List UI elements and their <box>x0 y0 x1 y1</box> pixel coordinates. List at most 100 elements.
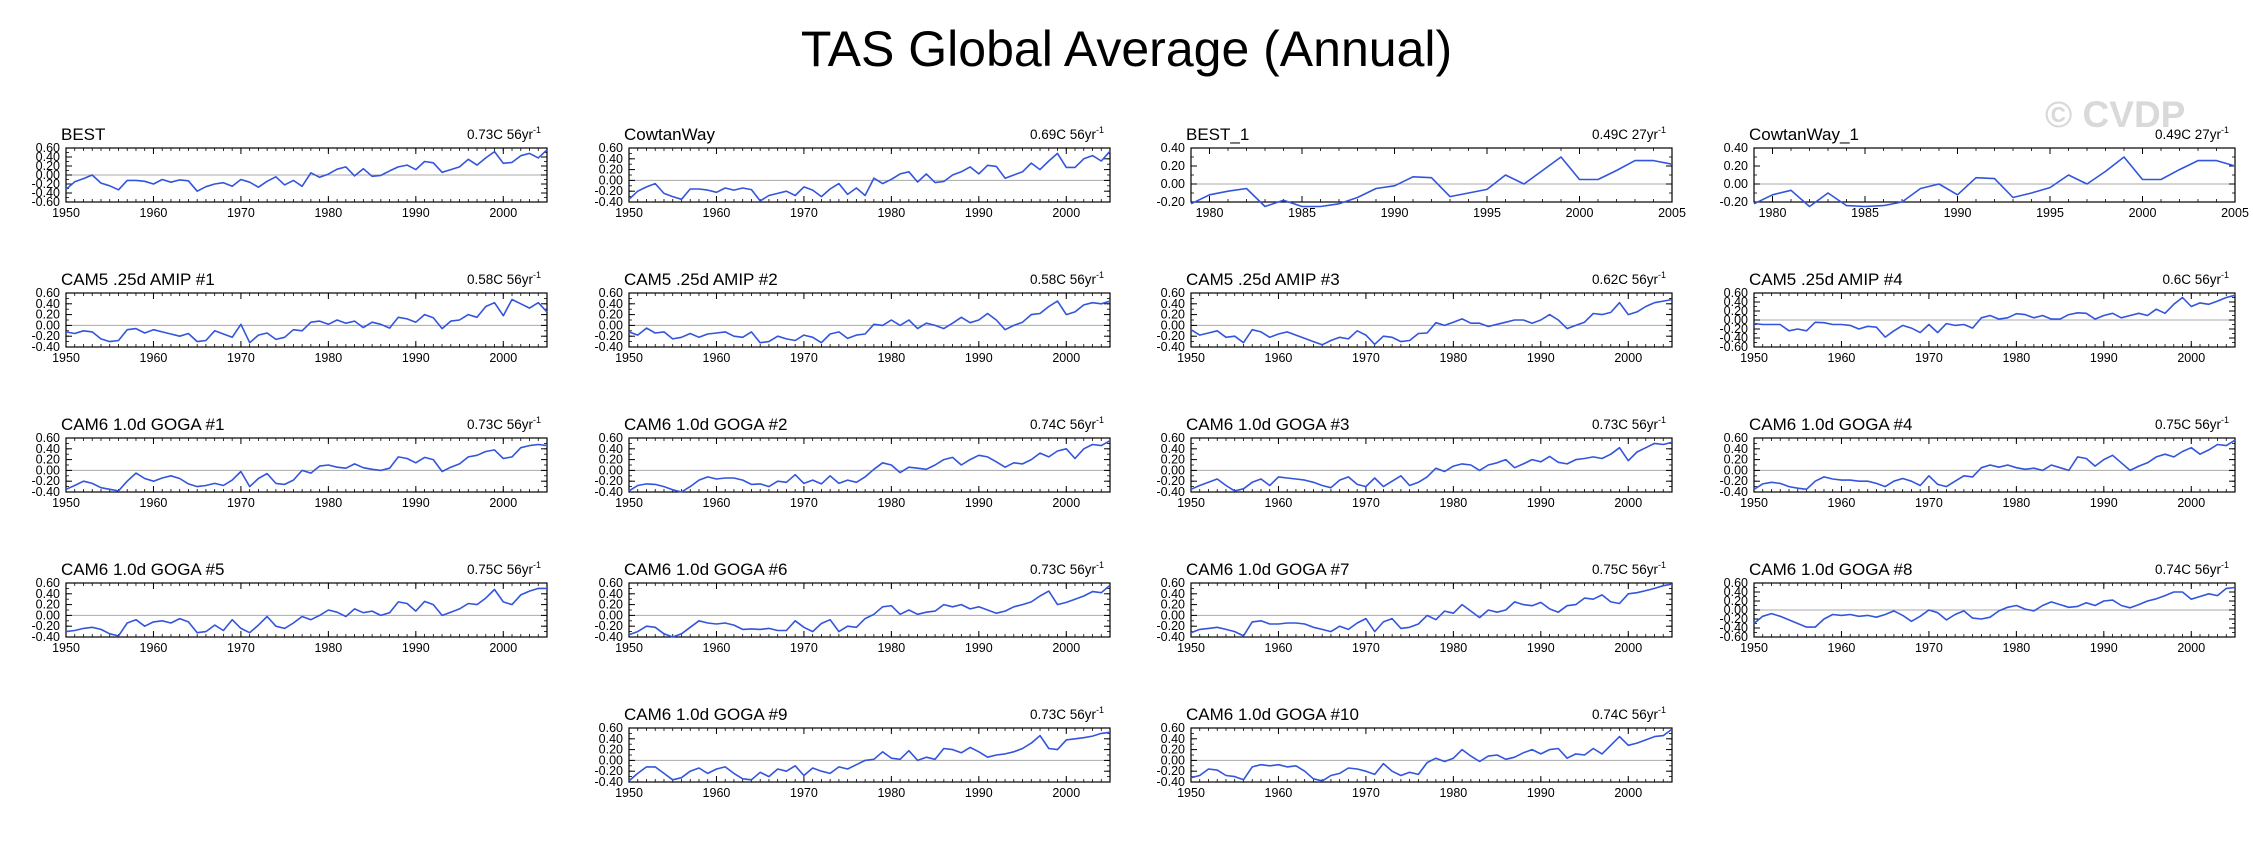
x-tick-label: 2000 <box>489 351 517 365</box>
x-tick-label: 1980 <box>1439 641 1467 655</box>
y-tick-label: 0.60 <box>599 576 623 590</box>
x-tick-label: 1950 <box>615 351 643 365</box>
plot-frame <box>1190 147 1673 203</box>
plot-frame <box>628 292 1111 348</box>
series-line <box>1190 441 1673 492</box>
y-tick-label: 0.60 <box>599 721 623 735</box>
chart-panel: 1950 1960 1970 1980 1990 2000 0.600.400.200.00… <box>595 125 1111 220</box>
y-tick-label: 0.60 <box>1724 576 1748 590</box>
x-tick-label: 1970 <box>1352 786 1380 800</box>
y-tick-label: 0.40 <box>599 732 623 746</box>
y-tick-label: 0.00 <box>36 318 60 332</box>
x-tick-label: 1950 <box>615 641 643 655</box>
trend-label: 0.62C 56yr-1 <box>1592 270 1666 287</box>
x-tick-label: 1970 <box>790 351 818 365</box>
x-tick-label: 1950 <box>615 786 643 800</box>
y-tick-label: 0.20 <box>1724 304 1748 318</box>
panel-title: CAM5 .25d AMIP #2 <box>624 270 778 289</box>
panel-title: CAM6 1.0d GOGA #6 <box>624 560 787 579</box>
trend-value: 0.73C 56yr <box>467 127 534 142</box>
x-tick-label: 1990 <box>1381 206 1409 220</box>
y-tick-label: 0.00 <box>1161 463 1185 477</box>
x-tick-label: 1960 <box>1828 641 1856 655</box>
x-tick-label: 1970 <box>790 206 818 220</box>
series-line <box>1190 583 1673 637</box>
x-tick-label: 1960 <box>140 496 168 510</box>
y-tick-label: -0.40 <box>1720 331 1749 345</box>
trend-label: 0.75C 56yr-1 <box>1592 560 1666 577</box>
y-tick-label: 0.00 <box>36 168 60 182</box>
plot-frame <box>1190 292 1673 348</box>
panel-title: CAM5 .25d AMIP #1 <box>61 270 215 289</box>
y-tick-label: 0.20 <box>36 453 60 467</box>
y-tick-label: -0.40 <box>1157 630 1186 644</box>
chart-panel: 1950 1960 1970 1980 1990 2000 0.600.400.200.00… <box>1157 560 1673 655</box>
chart-panel: 1950 1960 1970 1980 1990 2000 0.600.400.200.00… <box>1720 415 2236 510</box>
x-tick-label: 2000 <box>1614 496 1642 510</box>
y-tick-label: -0.20 <box>32 619 61 633</box>
series-line <box>65 298 548 344</box>
trend-exponent: -1 <box>1096 415 1104 425</box>
y-tick-label: 0.00 <box>599 318 623 332</box>
chart-panel: 1980 1985 1990 1995 2000 2005 0.40 0.20 0.00 -0.2… <box>1157 125 1686 220</box>
y-tick-label: 0.40 <box>599 152 623 166</box>
x-tick-label: 1960 <box>703 786 731 800</box>
y-tick-label: -0.20 <box>595 764 624 778</box>
y-tick-label: 0.40 <box>599 587 623 601</box>
series-line <box>1753 156 2236 208</box>
x-tick-label: 1980 <box>1439 496 1467 510</box>
series-line <box>1753 294 2236 338</box>
y-tick-label: -0.20 <box>595 329 624 343</box>
x-tick-label: 1985 <box>1288 206 1316 220</box>
series-line <box>65 149 548 192</box>
y-tick-label: -0.20 <box>1157 195 1186 209</box>
chart-panel: 1950 1960 1970 1980 1990 2000 0.600.400.200.00… <box>1720 560 2236 655</box>
plot-frame <box>65 582 548 638</box>
y-tick-label: 0.20 <box>1161 159 1185 173</box>
plot-frame <box>1753 437 2236 493</box>
panel-title: CAM6 1.0d GOGA #1 <box>61 415 224 434</box>
y-tick-label: 0.00 <box>599 173 623 187</box>
panel-title: CAM5 .25d AMIP #4 <box>1749 270 1903 289</box>
y-tick-label: 0.00 <box>36 608 60 622</box>
x-tick-label: 1990 <box>2090 641 2118 655</box>
y-tick-label: 0.60 <box>1724 431 1748 445</box>
y-tick-label: -0.20 <box>32 177 61 191</box>
trend-value: 0.73C 56yr <box>467 417 534 432</box>
x-tick-label: 1990 <box>1527 496 1555 510</box>
series-line <box>1753 586 2236 628</box>
x-tick-label: 2000 <box>1052 786 1080 800</box>
y-tick-label: -0.40 <box>32 485 61 499</box>
trend-exponent: -1 <box>533 560 541 570</box>
x-tick-label: 1960 <box>140 351 168 365</box>
x-tick-label: 1990 <box>965 496 993 510</box>
trend-label: 0.6C 56yr-1 <box>2162 270 2229 287</box>
y-tick-label: -0.40 <box>595 340 624 354</box>
x-tick-label: 2000 <box>1052 206 1080 220</box>
chart-panel: 1950 1960 1970 1980 1990 2000 0.600.400.200.00… <box>595 560 1111 655</box>
trend-value: 0.75C 56yr <box>1592 562 1659 577</box>
y-tick-label: 0.40 <box>1161 141 1185 155</box>
x-tick-label: 1970 <box>1915 641 1943 655</box>
y-tick-label: 0.20 <box>1161 308 1185 322</box>
y-tick-label: 0.60 <box>36 431 60 445</box>
chart-panel: 1950 1960 1970 1980 1990 2000 0.600.400.200.00… <box>32 125 548 220</box>
x-tick-label: 1950 <box>52 641 80 655</box>
plot-frame <box>65 437 548 493</box>
x-tick-label: 1990 <box>402 641 430 655</box>
y-tick-label: 0.20 <box>599 598 623 612</box>
x-tick-label: 2000 <box>2177 641 2205 655</box>
cvdp-watermark: © CVDP <box>2045 94 2186 135</box>
trend-label: 0.73C 56yr-1 <box>1592 415 1666 432</box>
series-line <box>628 731 1111 782</box>
x-tick-label: 2005 <box>2221 206 2249 220</box>
chart-panel: 1950 1960 1970 1980 1990 2000 0.600.400.200.00… <box>595 705 1111 800</box>
x-tick-label: 1950 <box>1177 351 1205 365</box>
plot-frame <box>628 437 1111 493</box>
y-tick-label: -0.20 <box>1720 195 1749 209</box>
x-tick-label: 1960 <box>140 641 168 655</box>
panel-title: CAM6 1.0d GOGA #10 <box>1186 705 1359 724</box>
y-tick-label: -0.40 <box>32 340 61 354</box>
y-tick-label: -0.20 <box>1720 322 1749 336</box>
y-tick-label: 0.60 <box>1161 286 1185 300</box>
